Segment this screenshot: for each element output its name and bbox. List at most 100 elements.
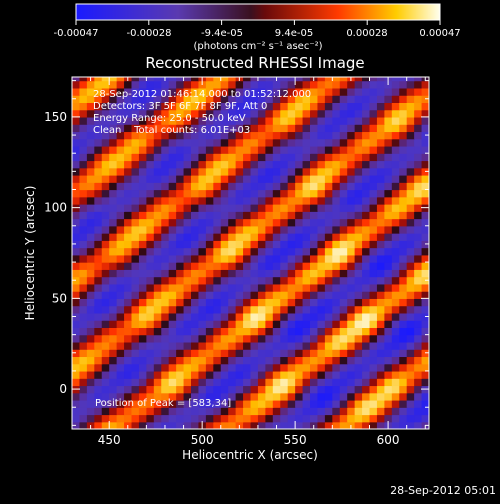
- heatmap-cell: [183, 240, 192, 249]
- heatmap-cell: [220, 269, 229, 278]
- heatmap-cell: [86, 385, 95, 394]
- heatmap-cell: [295, 349, 304, 358]
- heatmap-cell: [280, 87, 289, 96]
- heatmap-cell: [399, 102, 408, 111]
- heatmap-cell: [280, 204, 289, 212]
- heatmap-cell: [138, 211, 147, 220]
- heatmap-cell: [220, 174, 229, 183]
- heatmap-cell: [414, 247, 423, 256]
- heatmap-cell: [332, 320, 341, 328]
- heatmap-cell: [228, 392, 237, 401]
- heatmap-cell: [399, 167, 408, 176]
- heatmap-cell: [376, 225, 385, 234]
- heatmap-cell: [257, 305, 266, 314]
- heatmap-cell: [72, 254, 81, 263]
- heatmap-cell: [94, 247, 103, 256]
- heatmap-cell: [339, 102, 348, 111]
- heatmap-cell: [124, 95, 133, 103]
- heatmap-cell: [257, 204, 266, 212]
- heatmap-cell: [376, 320, 385, 328]
- heatmap-cell: [332, 124, 341, 133]
- heatmap-cell: [228, 182, 237, 191]
- heatmap-cell: [295, 160, 304, 169]
- heatmap-cell: [421, 174, 429, 183]
- heatmap-cell: [79, 196, 88, 205]
- heatmap-cell: [414, 77, 423, 82]
- heatmap-cell: [391, 334, 400, 343]
- heatmap-cell: [406, 356, 415, 365]
- heatmap-cell: [287, 414, 296, 423]
- heatmap-cell: [124, 145, 133, 154]
- heatmap-cell: [272, 87, 281, 96]
- heatmap-cell: [354, 240, 363, 249]
- heatmap-cell: [421, 109, 429, 118]
- heatmap-cell: [324, 363, 333, 372]
- heatmap-cell: [138, 262, 147, 270]
- heatmap-cell: [250, 320, 259, 328]
- heatmap-cell: [287, 283, 296, 292]
- heatmap-cell: [101, 399, 110, 408]
- heatmap-cell: [324, 407, 333, 416]
- heatmap-cell: [250, 131, 259, 140]
- heatmap-cell: [339, 407, 348, 416]
- heatmap-cell: [257, 189, 266, 198]
- heatmap-cell: [272, 138, 281, 147]
- heatmap-cell: [138, 87, 147, 96]
- heatmap-cell: [124, 312, 133, 321]
- heatmap-cell: [332, 312, 341, 321]
- heatmap-cell: [161, 370, 170, 379]
- heatmap-cell: [191, 77, 200, 82]
- heatmap-cell: [243, 254, 252, 263]
- heatmap-cell: [243, 269, 252, 278]
- heatmap-cell: [265, 77, 274, 82]
- heatmap-cell: [101, 349, 110, 358]
- heatmap-cell: [101, 116, 110, 125]
- heatmap-cell: [317, 356, 326, 365]
- heatmap-cell: [191, 327, 200, 336]
- heatmap-cell: [257, 385, 266, 394]
- heatmap-cell: [183, 305, 192, 314]
- heatmap-cell: [406, 116, 415, 125]
- heatmap-cell: [250, 116, 259, 125]
- heatmap-cell: [131, 291, 140, 299]
- heatmap-cell: [205, 131, 214, 140]
- heatmap-cell: [399, 77, 408, 82]
- heatmap-cell: [310, 116, 319, 125]
- heatmap-cell: [339, 399, 348, 408]
- heatmap-cell: [79, 182, 88, 191]
- heatmap-cell: [287, 262, 296, 270]
- heatmap-cell: [347, 378, 356, 387]
- heatmap-cell: [109, 349, 118, 358]
- heatmap-cell: [384, 269, 393, 278]
- heatmap-cell: [79, 189, 88, 198]
- heatmap-cell: [161, 305, 170, 314]
- heatmap-cell: [109, 80, 118, 89]
- heatmap-cell: [310, 204, 319, 212]
- heatmap-cell: [295, 262, 304, 270]
- heatmap-cell: [421, 145, 429, 154]
- heatmap-cell: [310, 349, 319, 358]
- heatmap-cell: [384, 87, 393, 96]
- heatmap-cell: [86, 211, 95, 220]
- heatmap-cell: [161, 189, 170, 198]
- heatmap-cell: [72, 102, 81, 111]
- heatmap-cell: [376, 138, 385, 147]
- heatmap-cell: [302, 240, 311, 249]
- heatmap-cell: [124, 167, 133, 176]
- heatmap-cell: [176, 291, 185, 299]
- heatmap-cell: [369, 421, 378, 429]
- heatmap-cell: [272, 312, 281, 321]
- heatmap-cell: [243, 283, 252, 292]
- heatmap-cell: [235, 218, 244, 227]
- heatmap-cell: [295, 196, 304, 205]
- heatmap-cell: [183, 291, 192, 299]
- heatmap-cell: [250, 153, 259, 162]
- heatmap-cell: [168, 87, 177, 96]
- heatmap-cell: [354, 414, 363, 423]
- heatmap-cell: [265, 167, 274, 176]
- heatmap-cell: [406, 87, 415, 96]
- heatmap-cell: [280, 254, 289, 263]
- heatmap-cell: [124, 269, 133, 278]
- heatmap-cell: [213, 378, 222, 387]
